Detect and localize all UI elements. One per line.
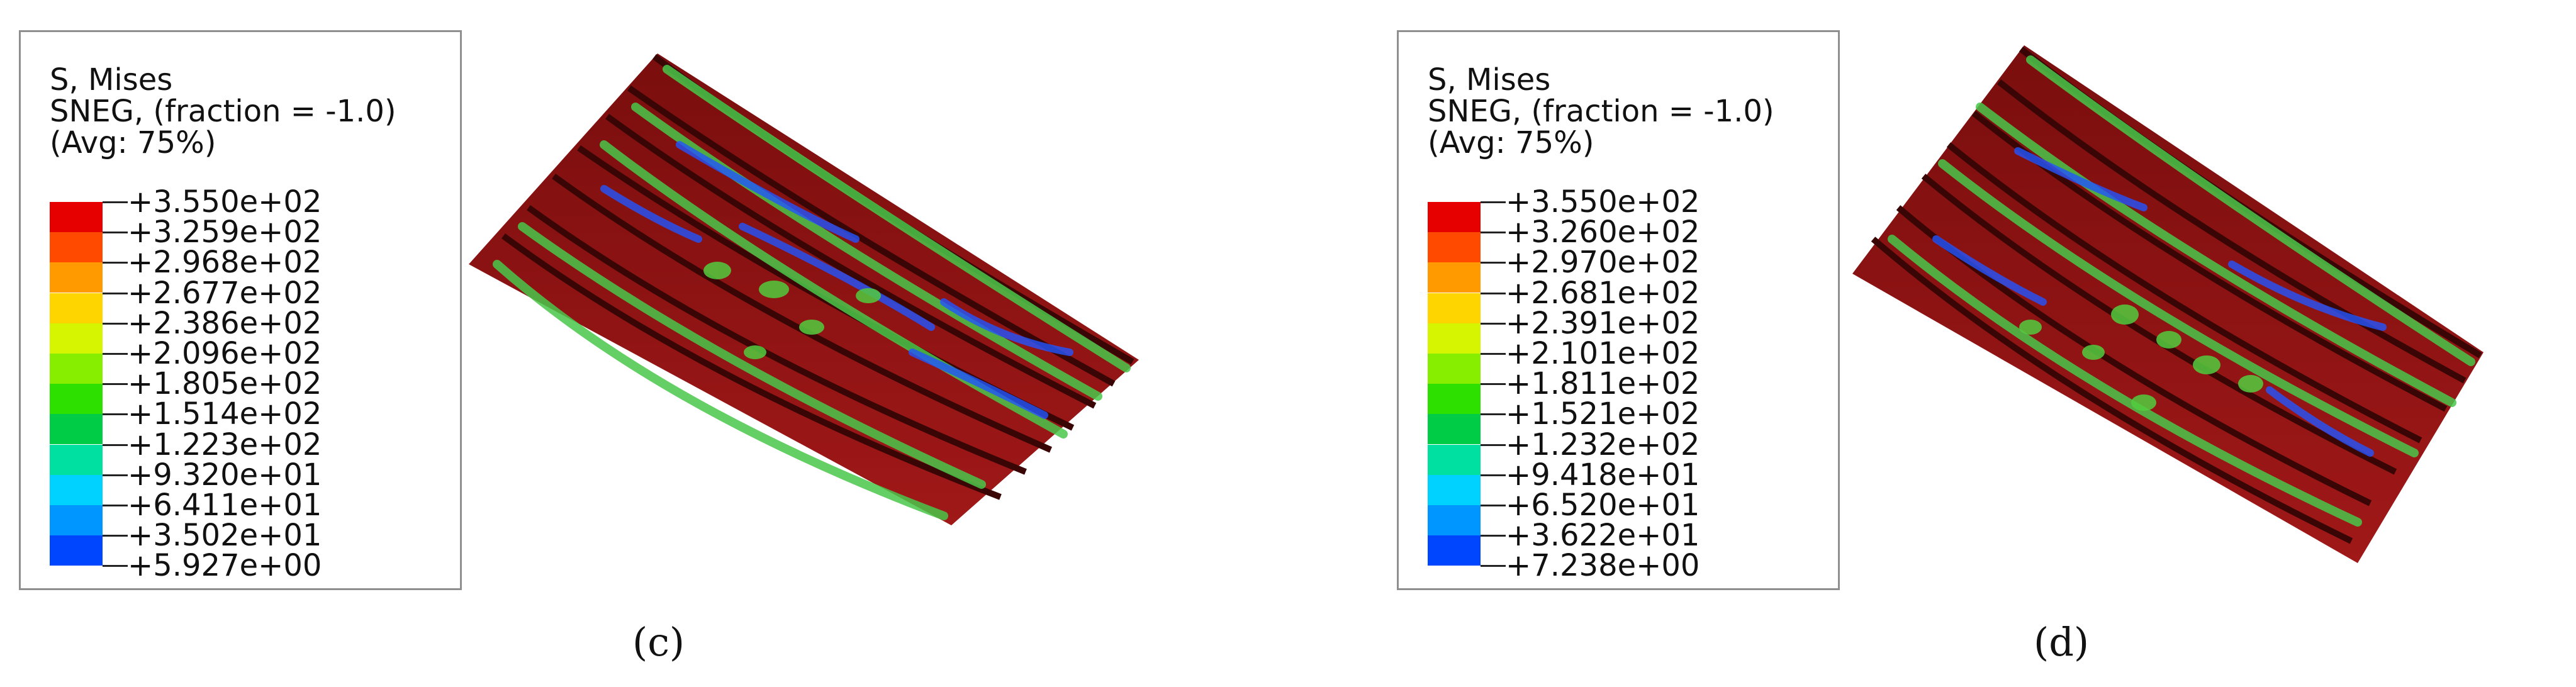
stress-legend: S, Mises SNEG, (fraction = -1.0) (Avg: 7… — [19, 30, 462, 590]
legend-swatch — [50, 505, 103, 535]
panel-d: S, Mises SNEG, (fraction = -1.0) (Avg: 7… — [1288, 0, 2576, 687]
legend-swatch — [1428, 474, 1481, 505]
stress-bands-blue — [1932, 147, 2387, 457]
legend-value: +9.320e+01 — [128, 457, 322, 493]
legend-swatch — [50, 232, 103, 263]
stress-legend: S, Mises SNEG, (fraction = -1.0) (Avg: 7… — [1397, 30, 1840, 590]
legend-title-section: SNEG, (fraction = -1.0) — [50, 94, 396, 129]
legend-tick — [1481, 535, 1506, 537]
legend-swatch — [50, 202, 103, 232]
legend-swatch — [50, 323, 103, 354]
legend-value: +1.514e+02 — [128, 396, 322, 432]
legend-tick — [1481, 413, 1506, 416]
legend-tick — [103, 262, 128, 264]
legend-tick — [103, 201, 128, 203]
legend-value: +2.677e+02 — [128, 275, 322, 311]
subfigure-caption: (c) — [632, 619, 685, 665]
legend-tick — [1481, 262, 1506, 264]
legend-value: +1.521e+02 — [1506, 396, 1700, 432]
legend-value: +1.232e+02 — [1506, 427, 1700, 462]
legend-tick — [103, 474, 128, 476]
legend-value: +2.968e+02 — [128, 245, 322, 281]
stress-spots-green — [703, 262, 881, 359]
subfigure-caption: (d) — [2034, 619, 2090, 665]
legend-tick — [103, 413, 128, 416]
legend-swatch — [50, 535, 103, 566]
stress-bands-green — [493, 65, 1131, 520]
legend-value: +1.811e+02 — [1506, 366, 1700, 402]
legend-value: +2.681e+02 — [1506, 275, 1700, 311]
legend-tick — [1481, 201, 1506, 203]
legend-tick — [1481, 474, 1506, 476]
panel-c: S, Mises SNEG, (fraction = -1.0) (Avg: 7… — [19, 30, 1139, 665]
stress-bands-green — [1888, 55, 2475, 527]
legend-swatch — [1428, 323, 1481, 354]
legend-tick — [103, 232, 128, 234]
legend-tick — [1481, 232, 1506, 234]
legend-tick — [1481, 322, 1506, 325]
stress-bands-blue — [600, 141, 1073, 419]
legend-tick — [1481, 565, 1506, 567]
legend-title-variable: S, Mises — [50, 62, 173, 98]
legend-tick — [103, 535, 128, 537]
legend-value: +3.259e+02 — [128, 215, 322, 250]
legend-value: +7.238e+00 — [1506, 548, 1700, 584]
legend-tick — [1481, 353, 1506, 355]
legend-value: +6.411e+01 — [128, 488, 322, 523]
legend-tick — [103, 505, 128, 506]
legend-swatch — [50, 262, 103, 293]
legend-swatch — [1428, 414, 1481, 445]
legend-tick — [103, 565, 128, 567]
fe-model-view — [469, 53, 1139, 525]
legend-swatch — [50, 384, 103, 415]
legend-swatch — [1428, 535, 1481, 566]
fe-model-view — [1852, 45, 2484, 563]
legend-tick — [1481, 505, 1506, 506]
legend-value: +3.550e+02 — [1506, 184, 1700, 220]
legend-value: +2.970e+02 — [1506, 245, 1700, 281]
legend-swatch — [50, 474, 103, 505]
legend-value: +1.223e+02 — [128, 427, 322, 462]
legend-swatch — [1428, 354, 1481, 384]
legend-swatch — [1428, 384, 1481, 415]
legend-tick — [103, 292, 128, 294]
legend-swatch — [1428, 262, 1481, 293]
legend-swatch — [1428, 293, 1481, 323]
legend-value: +6.520e+01 — [1506, 488, 1700, 523]
legend-value: +3.550e+02 — [128, 184, 322, 220]
legend-swatch — [50, 444, 103, 475]
legend-value: +3.502e+01 — [128, 518, 322, 554]
legend-swatch — [1428, 202, 1481, 232]
legend-value: +2.096e+02 — [128, 336, 322, 371]
legend-swatch — [1428, 444, 1481, 475]
legend-tick — [1481, 383, 1506, 386]
legend-title-variable: S, Mises — [1428, 62, 1551, 98]
legend-value: +2.391e+02 — [1506, 305, 1700, 341]
legend-swatch — [1428, 232, 1481, 263]
legend-tick — [103, 444, 128, 446]
legend-tick — [1481, 444, 1506, 446]
legend-value: +3.260e+02 — [1506, 215, 1700, 250]
legend-value: +9.418e+01 — [1506, 457, 1700, 493]
legend-swatch — [50, 354, 103, 384]
legend-swatch — [50, 414, 103, 445]
legend-value: +2.101e+02 — [1506, 336, 1700, 371]
legend-swatch — [1428, 505, 1481, 535]
stress-spots-green — [2019, 304, 2263, 411]
legend-tick — [103, 383, 128, 386]
legend-tick — [1481, 292, 1506, 294]
legend-value: +1.805e+02 — [128, 366, 322, 402]
legend-value: +5.927e+00 — [128, 548, 322, 584]
legend-title-section: SNEG, (fraction = -1.0) — [1428, 94, 1774, 129]
legend-title-averaging: (Avg: 75%) — [50, 125, 216, 160]
legend-value: +2.386e+02 — [128, 305, 322, 341]
legend-tick — [103, 353, 128, 355]
legend-value: +3.622e+01 — [1506, 518, 1700, 554]
legend-title-averaging: (Avg: 75%) — [1428, 125, 1594, 160]
legend-swatch — [50, 293, 103, 323]
legend-tick — [103, 322, 128, 325]
